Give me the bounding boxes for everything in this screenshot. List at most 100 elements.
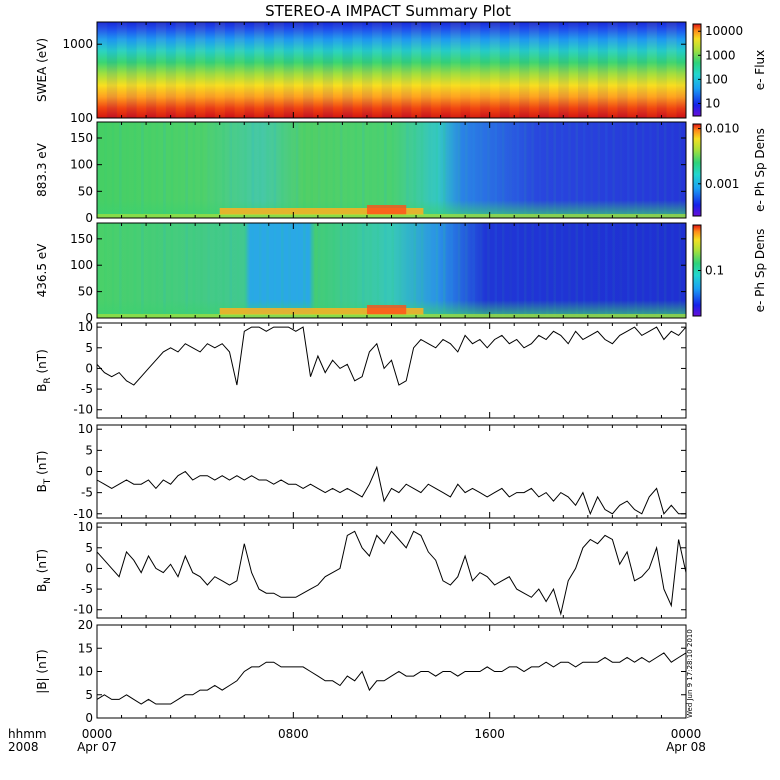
spectrogram-streak	[516, 122, 520, 218]
spectrogram-column	[479, 22, 491, 118]
spectrogram-streak	[406, 122, 409, 218]
spectrogram-streak	[575, 223, 579, 318]
y-axis-label: |B| (nT)	[35, 649, 49, 693]
spectrogram-streak	[347, 122, 350, 218]
spectrogram-streak	[97, 122, 100, 218]
y-tick-label: 15	[78, 641, 93, 655]
y-axis-label: 883.3 eV	[35, 142, 49, 197]
y-tick-label: -5	[81, 486, 93, 500]
spectrogram-streak	[104, 223, 107, 318]
spectrogram-streak	[192, 223, 196, 318]
hot-spot	[366, 305, 407, 315]
spectrogram-streak	[406, 223, 409, 318]
y-tick-label: 50	[78, 285, 93, 299]
spectrogram-streak	[376, 122, 380, 218]
y-tick-label: 10	[78, 422, 93, 436]
bt-panel: -10 -5 0 5 10 BT (nT)	[35, 422, 687, 521]
spectrogram-streak	[605, 122, 608, 218]
spectrogram-streak	[443, 122, 446, 218]
spectrogram-streak	[450, 223, 453, 318]
spectrogram-streak	[501, 223, 505, 318]
spectrogram-streak	[612, 223, 615, 318]
spectrogram-streak	[656, 223, 660, 318]
spectrogram-column	[558, 22, 569, 118]
bmag-series-line	[96, 652, 687, 705]
spectrogram-streak	[627, 223, 630, 318]
y-tick-label: -5	[81, 582, 93, 596]
hot-band	[219, 308, 424, 315]
spectrogram-column	[106, 22, 118, 118]
spectrogram-streak	[163, 223, 166, 318]
spectrogram-column	[342, 22, 353, 118]
hot-spot	[366, 205, 407, 215]
swea-panel: 10 100 1000 10000 e- Flux 100 1000 SWEA (eV)	[35, 21, 767, 125]
colorbar-tick-label: 0.001	[705, 177, 739, 191]
spectrogram-streak	[575, 122, 579, 218]
spectrogram-column	[489, 22, 500, 118]
spectrogram-streak	[177, 122, 181, 218]
spectrogram-column	[607, 22, 618, 118]
spectrogram-column	[333, 22, 343, 118]
y-tick-label: -10	[73, 507, 93, 521]
spectrogram-streak	[376, 223, 380, 318]
spectrogram-streak	[281, 223, 284, 318]
y-tick-label: 10	[78, 320, 93, 334]
spectrogram-streak	[678, 223, 682, 318]
spectrogram-streak	[443, 223, 446, 318]
spectrogram-streak	[185, 122, 188, 218]
spectrogram-column	[528, 22, 540, 118]
spectrogram-column	[519, 22, 530, 118]
spectrogram-streak	[627, 122, 630, 218]
spectrogram-streak	[317, 122, 321, 218]
spectrogram-streak	[582, 122, 586, 218]
spectrogram-streak	[450, 122, 453, 218]
bt-series-line	[96, 465, 686, 516]
y-axis-label: SWEA (eV)	[35, 38, 49, 102]
spectrogram-streak	[560, 122, 564, 218]
spectrogram-streak	[229, 122, 233, 218]
colorbar-tick-label: 10000	[705, 24, 743, 38]
spectrogram-streak	[384, 122, 387, 218]
spectrogram-streak	[531, 122, 534, 218]
spectrogram-streak	[568, 223, 571, 318]
spectrogram-streak	[524, 122, 527, 218]
spectrogram-streak	[185, 223, 188, 318]
spectrogram-streak	[362, 223, 365, 318]
spectrogram-column	[244, 22, 255, 118]
spectrogram-streak	[177, 223, 181, 318]
spectrogram-column	[578, 22, 589, 118]
br-frame	[96, 322, 687, 419]
bn-panel: -10 -5 0 5 10 BN (nT)	[35, 520, 687, 619]
y-tick-label: 0	[85, 361, 93, 375]
spectrogram-streak	[332, 122, 336, 218]
spectrogram-streak	[641, 223, 645, 318]
spectrogram-streak	[568, 122, 571, 218]
spectrogram-streak	[538, 223, 542, 318]
spectrogram-streak	[656, 122, 660, 218]
spectrogram-streak	[671, 223, 674, 318]
spectrogram-streak	[354, 223, 358, 318]
spectrogram-column	[175, 22, 186, 118]
plot-title: STEREO-A IMPACT Summary Plot	[265, 2, 511, 20]
swea-colorbar: 10 100 1000 10000 e- Flux	[692, 23, 767, 117]
spectrogram-streak	[582, 223, 586, 318]
spectrogram-streak	[119, 223, 122, 318]
spectrogram-streak	[649, 223, 652, 318]
time-tick-label: 1600	[474, 727, 505, 741]
spectrogram-streak	[553, 223, 556, 318]
spectrogram-column	[636, 22, 648, 118]
spectrogram-streak	[612, 122, 615, 218]
spectrogram-streak	[119, 122, 122, 218]
y-tick-label: 150	[70, 232, 93, 246]
y-tick-label: 150	[70, 131, 93, 145]
spectrogram-streak	[560, 223, 564, 318]
spectrogram-streak	[384, 223, 387, 318]
spectrogram-streak	[170, 122, 174, 218]
y-tick-label: 5	[85, 688, 93, 702]
spectrogram-column	[568, 22, 578, 118]
spectrogram-streak	[310, 122, 314, 218]
y-tick-label: 20	[78, 618, 93, 632]
y-tick-label: 5	[85, 443, 93, 457]
pad883-colorbar: 0.001 0.010 e- Ph Sp Dens	[692, 122, 767, 217]
